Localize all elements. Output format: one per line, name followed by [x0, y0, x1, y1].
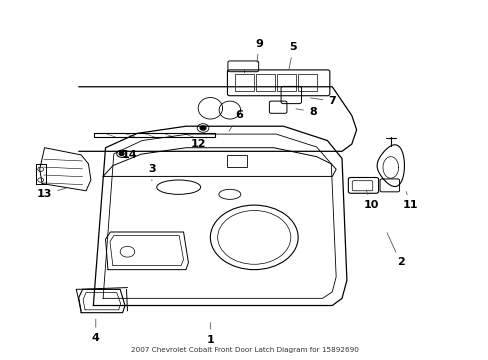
Text: 11: 11: [402, 192, 417, 210]
Text: 2: 2: [386, 233, 404, 267]
Circle shape: [119, 152, 124, 156]
Text: 1: 1: [206, 323, 214, 345]
Text: 5: 5: [288, 42, 297, 70]
Text: 3: 3: [148, 164, 155, 181]
Text: 2007 Chevrolet Cobalt Front Door Latch Diagram for 15892690: 2007 Chevrolet Cobalt Front Door Latch D…: [130, 347, 358, 353]
Text: 14: 14: [122, 150, 138, 160]
Bar: [227, 155, 246, 167]
Text: 13: 13: [37, 188, 66, 199]
Text: 9: 9: [255, 39, 263, 63]
Bar: [276, 74, 296, 91]
Bar: [255, 74, 275, 91]
Text: 8: 8: [295, 107, 316, 117]
Text: 4: 4: [92, 319, 100, 343]
Text: 12: 12: [190, 132, 205, 149]
Text: 6: 6: [228, 111, 243, 131]
Text: 10: 10: [363, 190, 378, 210]
Bar: [297, 74, 317, 91]
Bar: [234, 74, 254, 91]
Circle shape: [200, 126, 205, 130]
Text: 7: 7: [310, 96, 335, 106]
